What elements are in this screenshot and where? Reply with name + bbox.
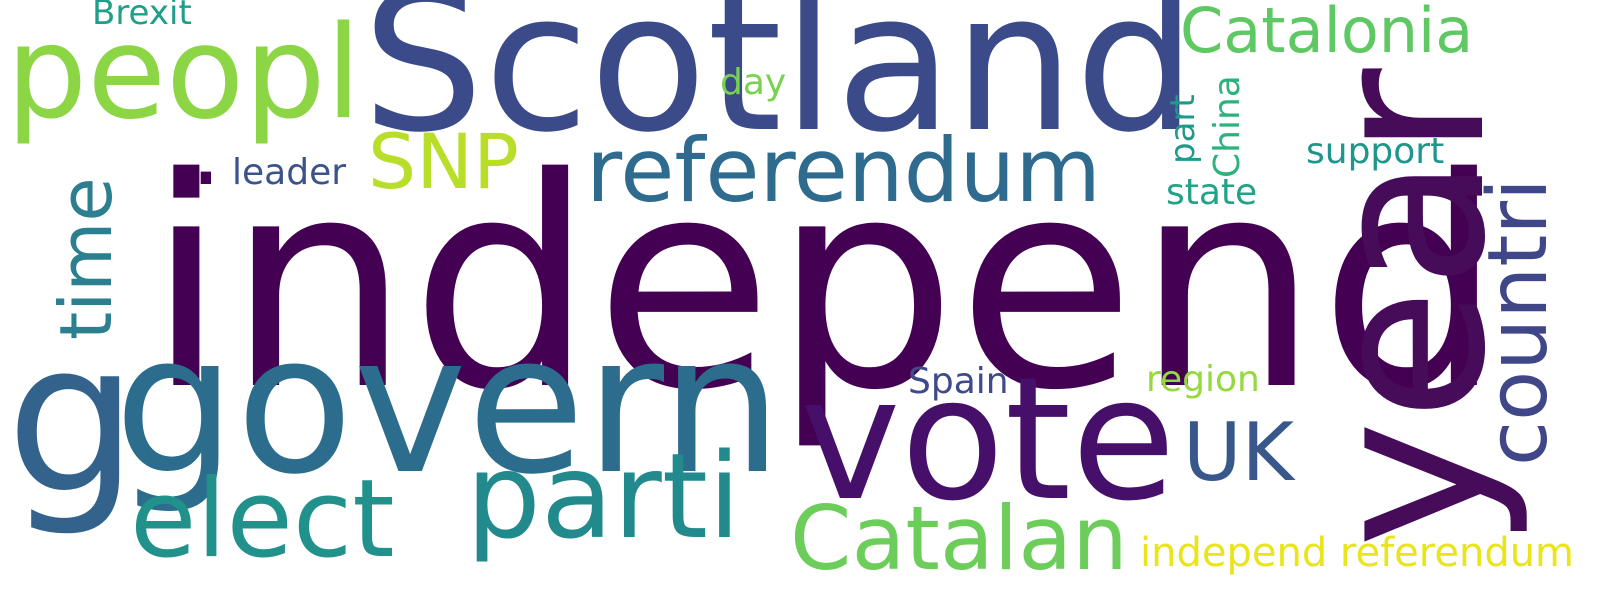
word-day: day	[720, 62, 787, 103]
word-snp: SNP	[368, 117, 519, 206]
word-china: China	[1207, 75, 1248, 178]
word-time: time	[44, 177, 128, 340]
word-leader: leader	[232, 152, 347, 193]
word-spain: Spain	[908, 361, 1009, 402]
word-countri: countri	[1471, 178, 1566, 466]
word-region: region	[1146, 359, 1260, 400]
word-state: state	[1166, 172, 1258, 213]
word-peopl: peopl	[6, 0, 362, 148]
word-parti: parti	[466, 427, 741, 565]
word-uk: UK	[1183, 406, 1295, 499]
word-referendum: referendum	[586, 119, 1102, 222]
word-catalonia: Catalonia	[1180, 0, 1474, 67]
word-elect: elect	[130, 457, 395, 582]
word-independ: independ	[146, 117, 1504, 454]
word-catalan: Catalan	[790, 487, 1128, 590]
word-g: g	[6, 298, 139, 540]
word-independ-referendum: independ referendum	[1140, 530, 1575, 576]
word-govern: govern	[114, 294, 783, 517]
word-dot: .	[190, 91, 222, 208]
word-vote: vote	[800, 341, 1176, 539]
word-brexit: Brexit	[92, 0, 192, 33]
word-support: support	[1306, 131, 1445, 172]
word-scotland: Scotland	[362, 0, 1197, 175]
word-part: part	[1163, 94, 1203, 164]
